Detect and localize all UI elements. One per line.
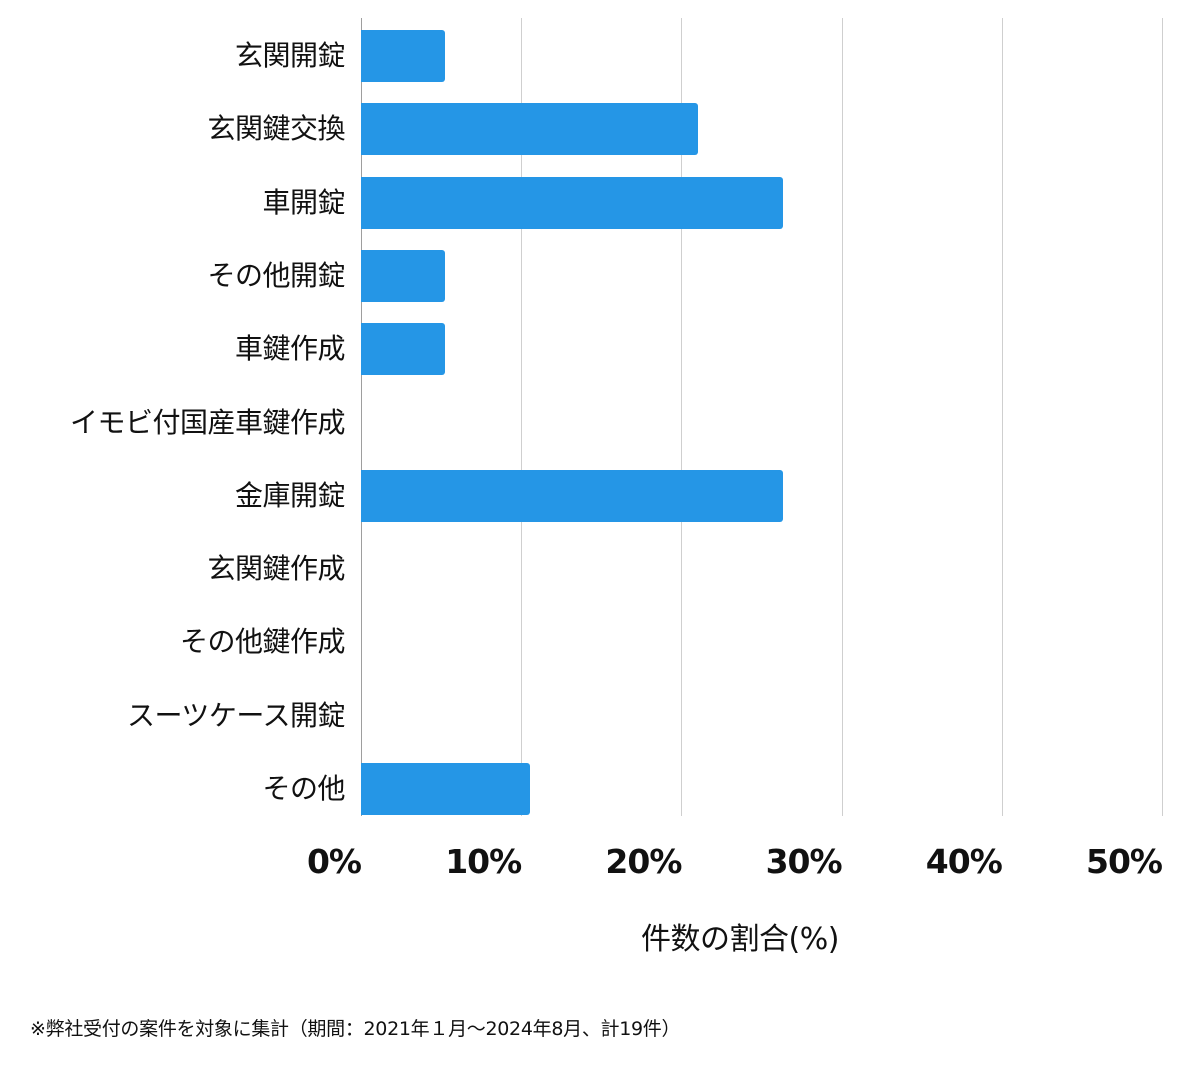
bar <box>361 176 783 229</box>
category-label: その他開錠 <box>207 258 345 292</box>
category-label: 玄関開錠 <box>234 39 346 72</box>
x-axis-label: 件数の割合(%) <box>641 922 839 957</box>
x-tick-label: 50% <box>1086 842 1163 881</box>
gridline <box>1001 18 1003 816</box>
gridline <box>1162 18 1163 816</box>
x-tick-label: 30% <box>765 842 843 881</box>
category-label: スーツケース開錠 <box>126 698 346 732</box>
category-label: その他鍵作成 <box>179 625 346 659</box>
x-tick-label: 40% <box>925 842 1003 881</box>
category-label: その他 <box>262 772 345 805</box>
bar <box>361 103 699 156</box>
category-label: 玄関鍵交換 <box>207 112 345 146</box>
gridline <box>361 18 362 816</box>
bar <box>361 763 530 815</box>
category-label: 金庫開錠 <box>234 478 346 512</box>
x-tick-label: 10% <box>445 842 522 881</box>
category-label: 車鍵作成 <box>234 332 346 366</box>
gridline <box>521 18 523 816</box>
plot-area <box>361 18 1163 816</box>
bar <box>361 30 446 82</box>
gridline <box>841 18 843 816</box>
gridline <box>681 18 683 816</box>
x-tick-label: 20% <box>605 842 682 881</box>
x-tick-label: 0% <box>306 842 362 881</box>
bar <box>361 249 446 302</box>
bar <box>361 323 446 376</box>
category-label: イモビ付国産車鍵作成 <box>69 405 346 439</box>
category-label: 車開錠 <box>262 185 345 219</box>
footnote: ※弊社受付の案件を対象に集計（期間：2021年１月〜2024年8月、計19件） <box>30 1018 681 1040</box>
bar <box>361 469 783 522</box>
category-label: 玄関鍵作成 <box>207 552 345 586</box>
